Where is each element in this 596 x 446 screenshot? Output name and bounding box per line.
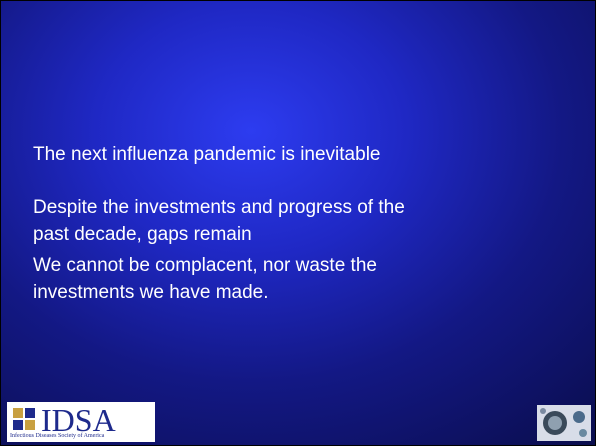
paragraph: Despite the investments and progress of … — [33, 194, 405, 248]
logo-mark — [11, 404, 41, 432]
text-line: We cannot be complacent, nor waste the — [33, 252, 377, 279]
text-line: past decade, gaps remain — [33, 221, 405, 248]
virus-image — [537, 405, 591, 441]
paragraph: The next influenza pandemic is inevitabl… — [33, 141, 380, 168]
text-line: investments we have made. — [33, 279, 377, 306]
logo-subtitle: Infectious Diseases Society of America — [10, 433, 104, 439]
slide: The next influenza pandemic is inevitabl… — [0, 0, 596, 446]
logo: IDSA Infectious Diseases Society of Amer… — [7, 402, 155, 442]
paragraph: We cannot be complacent, nor waste the i… — [33, 252, 377, 306]
text-line: Despite the investments and progress of … — [33, 194, 405, 221]
text-line: The next influenza pandemic is inevitabl… — [33, 141, 380, 168]
